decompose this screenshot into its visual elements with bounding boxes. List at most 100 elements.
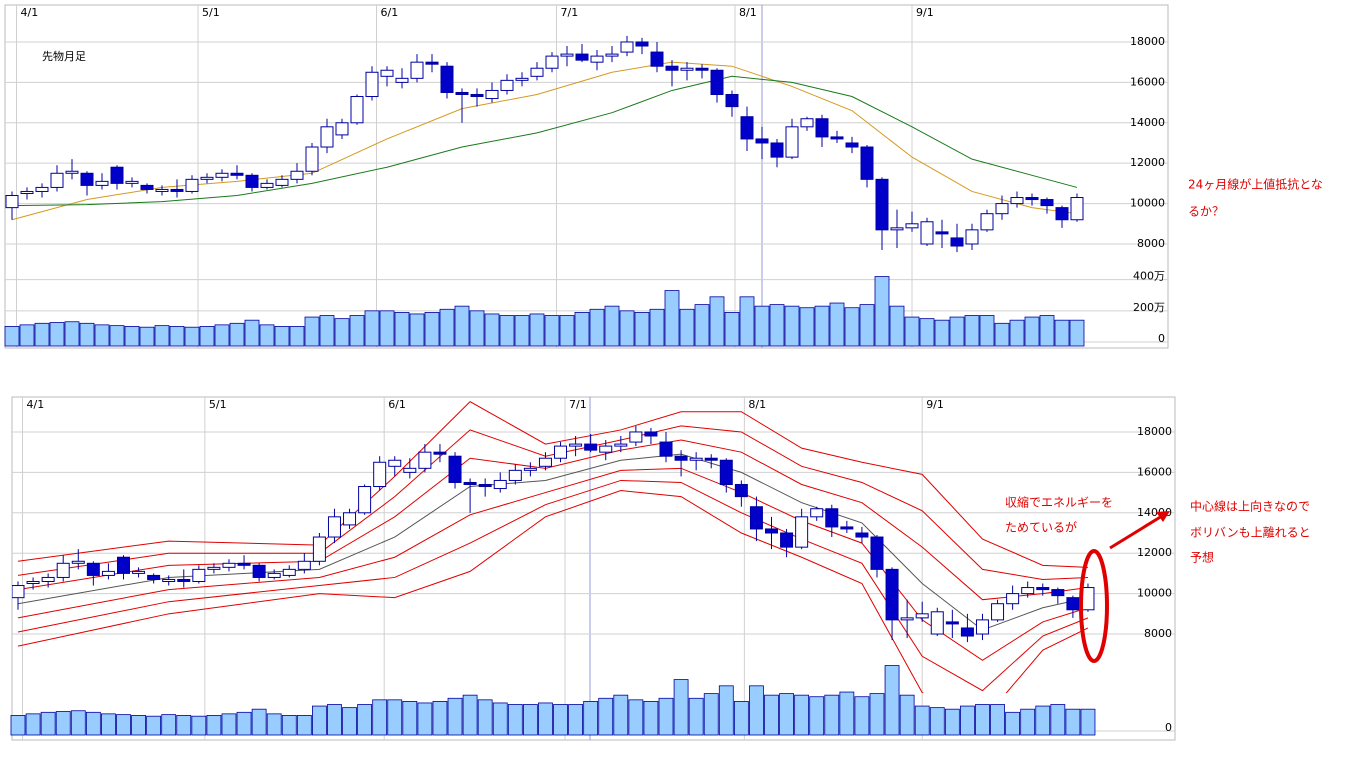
candle-body xyxy=(86,562,100,576)
candle-body xyxy=(56,562,70,578)
volume-bar xyxy=(477,699,493,736)
candle-body xyxy=(554,445,568,459)
indicator-line xyxy=(17,479,1089,692)
candle-body xyxy=(508,469,522,481)
volume-bar xyxy=(49,322,65,347)
candle-body xyxy=(12,585,25,599)
candle-body xyxy=(222,562,236,568)
candle-body xyxy=(320,126,334,148)
candle-body xyxy=(41,576,55,582)
candle-body xyxy=(116,556,130,574)
candle-body xyxy=(125,180,139,184)
volume-bar xyxy=(1080,708,1096,736)
candle-body xyxy=(975,619,989,635)
volume-bar xyxy=(754,305,770,347)
volume-bar xyxy=(628,699,644,736)
candle-body xyxy=(689,457,703,461)
panel-frame xyxy=(4,4,1169,349)
volume-bar xyxy=(1035,705,1051,736)
candle-body xyxy=(960,627,974,637)
candle-body xyxy=(177,578,191,582)
candle-body xyxy=(162,578,176,582)
candle-body xyxy=(185,178,199,192)
volume-bar xyxy=(394,311,410,347)
candle-body xyxy=(260,182,274,188)
highlight-ellipse xyxy=(1079,549,1109,663)
volume-bar xyxy=(19,324,35,347)
volume-bar xyxy=(417,702,433,736)
candle-body xyxy=(305,146,319,172)
candle-body xyxy=(870,536,884,570)
candle-body xyxy=(1070,197,1084,221)
candle-body xyxy=(930,611,944,635)
candle-body xyxy=(860,146,874,180)
candle-body xyxy=(599,445,613,453)
candle-body xyxy=(614,443,628,447)
candle-body xyxy=(95,180,109,186)
volume-bar xyxy=(994,322,1010,347)
candle-body xyxy=(780,532,794,548)
candle-body xyxy=(380,69,394,77)
volume-bar xyxy=(1024,316,1040,347)
candle-body xyxy=(147,574,161,580)
line-group xyxy=(11,61,1078,221)
x-tick-label: 9/1 xyxy=(926,398,944,411)
volume-bar xyxy=(40,711,56,736)
volume-bar xyxy=(1020,708,1036,736)
candle-body xyxy=(980,213,994,231)
candle-body xyxy=(890,227,904,231)
candle-body xyxy=(312,536,326,562)
volume-bar xyxy=(522,704,538,736)
y-tick-label: 18000 xyxy=(1130,35,1165,48)
candle-body xyxy=(237,562,251,566)
x-tick-label: 9/1 xyxy=(916,6,934,19)
volume-bar xyxy=(979,315,995,347)
candle-body xyxy=(155,188,169,192)
y-tick-label: 10000 xyxy=(1137,587,1172,600)
volume-bar xyxy=(55,711,71,736)
x-tick-label: 8/1 xyxy=(748,398,766,411)
volume-bar xyxy=(94,324,110,347)
volume-bar xyxy=(79,322,95,347)
volume-bar xyxy=(1069,319,1085,347)
y-tick-label: 16000 xyxy=(1137,465,1172,478)
candle-body xyxy=(425,61,439,65)
volume-bar xyxy=(462,694,478,736)
volume-bar xyxy=(10,715,26,736)
volume-bar xyxy=(101,713,116,736)
candle-body xyxy=(900,617,914,621)
annotation: 24ヶ月線が上値抵抗とな xyxy=(1188,177,1323,192)
volume-bar xyxy=(679,308,695,347)
candle-body xyxy=(50,172,64,188)
candle-body xyxy=(538,457,552,467)
candle-body xyxy=(734,483,748,498)
candle-body xyxy=(765,528,778,534)
x-tick-label: 8/1 xyxy=(739,6,757,19)
volume-bar xyxy=(85,711,101,736)
candle-body xyxy=(950,237,964,247)
volume-bar xyxy=(259,324,275,347)
candle-body xyxy=(855,532,869,538)
volume-bar xyxy=(1005,711,1021,736)
volume-bar xyxy=(529,313,545,347)
candle-body xyxy=(448,455,462,483)
y2-tick-label: 0 xyxy=(1158,332,1165,345)
volume-bar xyxy=(739,296,755,347)
volume-bar xyxy=(975,704,990,736)
volume-bar xyxy=(64,321,80,347)
x-tick-label: 4/1 xyxy=(27,398,45,411)
volume-bar xyxy=(191,715,207,736)
candle-body xyxy=(132,570,146,574)
candle-body xyxy=(770,142,784,158)
candle-body xyxy=(1066,597,1080,611)
volume-bar xyxy=(583,700,599,736)
candle-body xyxy=(478,483,492,488)
volume-bar xyxy=(184,326,200,347)
candle-body xyxy=(885,568,899,621)
y-tick-label: 16000 xyxy=(1130,75,1165,88)
y2-tick-label: 0 xyxy=(1165,721,1172,734)
volume-bar xyxy=(794,694,810,736)
volume-bar xyxy=(364,310,380,347)
volume-bar xyxy=(409,313,425,347)
volume-bar xyxy=(139,326,155,347)
